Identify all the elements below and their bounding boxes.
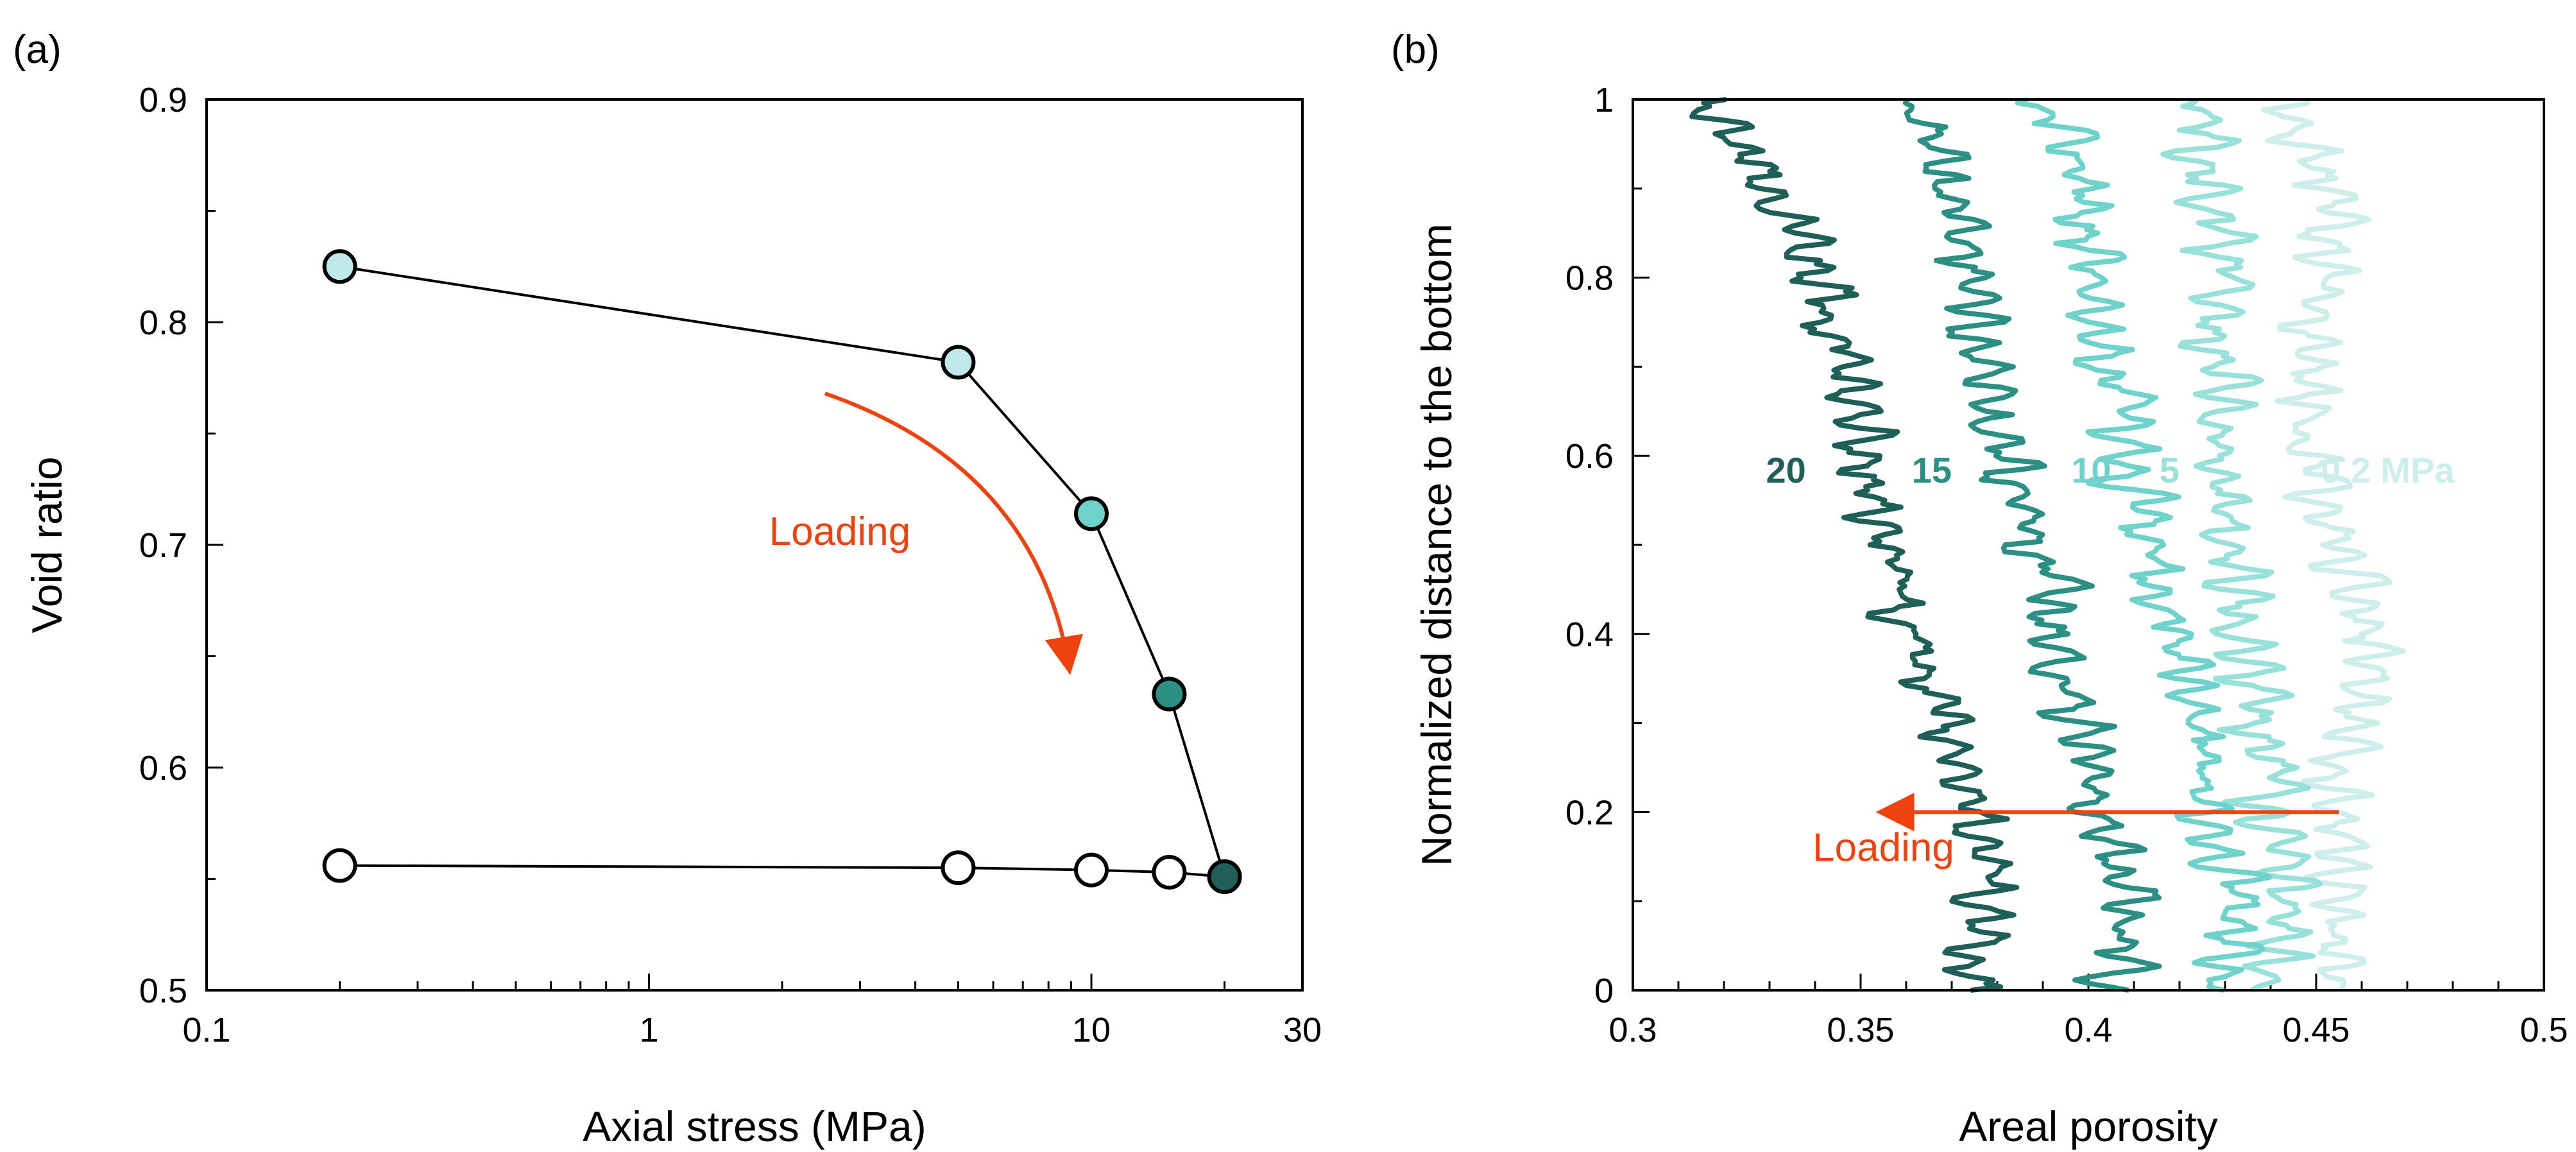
y-tick-label: 0.4: [1565, 615, 1614, 654]
panel-b-ylabel: Normalized distance to the bottom: [1413, 223, 1460, 866]
x-tick-label: 0.1: [182, 1011, 230, 1049]
y-tick-label: 0.9: [139, 81, 187, 119]
porosity-profile-0.2-mpa: [2261, 99, 2406, 992]
data-point: [322, 848, 357, 883]
y-tick-label: 0.5: [139, 972, 187, 1010]
loading-arrow: [824, 391, 1083, 675]
panel-a-xlabel: Axial stress (MPa): [583, 1103, 926, 1150]
data-point: [1152, 676, 1187, 712]
loading-annotation: Loading: [769, 510, 911, 554]
panel-a-frame: [205, 98, 1304, 992]
panel-a-ylabel: Void ratio: [23, 456, 71, 633]
y-tick-label: 1: [1594, 81, 1614, 119]
y-tick-label: 0.7: [139, 526, 187, 565]
series-label: 20: [1766, 450, 1806, 490]
x-tick-label: 0.45: [2282, 1011, 2350, 1049]
panel-a-label: (a): [13, 28, 62, 72]
y-tick-label: 0.8: [1565, 259, 1614, 298]
y-tick-label: 0: [1594, 972, 1614, 1010]
data-point: [941, 345, 976, 380]
x-tick-label: 0.5: [2520, 1011, 2568, 1049]
panel-a-plot: 0.1 1 10 30 0.5 0.6 0.7 0.8 0.9 Loading: [139, 81, 1322, 1049]
porosity-profile-10: [2015, 97, 2273, 993]
series-label: 5: [2160, 450, 2179, 490]
x-tick-label: 0.35: [1827, 1011, 1894, 1049]
x-tick-label: 10: [1072, 1011, 1111, 1049]
panel-b: (b) 0.3 0.35 0.4 0.45 0.5 0 0.2 0.4 0.6 0.8 1 20 15 1…: [1391, 28, 2568, 1150]
x-tick-label: 1: [639, 1011, 658, 1049]
x-tick-label: 0.4: [2064, 1011, 2112, 1049]
x-tick-label: 0.3: [1608, 1011, 1657, 1049]
series-label: 0.2 MPa: [2321, 450, 2455, 490]
y-tick-label: 0.6: [1565, 437, 1614, 476]
panel-b-xlabel: Areal porosity: [1959, 1103, 2218, 1150]
y-tick-label: 0.6: [139, 749, 187, 787]
y-tick-label: 0.8: [139, 304, 187, 342]
loading-annotation: Loading: [1813, 826, 1954, 870]
panel-b-plot: 0.3 0.35 0.4 0.45 0.5 0 0.2 0.4 0.6 0.8 1 20 15 10 5 0.…: [1565, 81, 2568, 1049]
y-tick-label: 0.2: [1565, 793, 1614, 832]
data-point: [941, 850, 976, 886]
series-label: 15: [1912, 450, 1952, 490]
series-line: [339, 265, 1226, 877]
panel-b-label: (b): [1391, 28, 1440, 72]
porosity-profile-5: [2160, 97, 2323, 993]
porosity-profile-20: [1689, 97, 2020, 993]
data-point: [1152, 855, 1187, 890]
series-label: 10: [2071, 450, 2111, 490]
data-point: [1207, 859, 1242, 895]
panel-a: (a) 0.1 1 10 30 0.5 0.6 0.7 0.8 0.9 Loading Axial…: [13, 28, 1322, 1150]
porosity-profile-15: [1902, 98, 2162, 993]
x-tick-label: 30: [1283, 1011, 1322, 1049]
data-point: [322, 249, 357, 284]
data-point: [1074, 496, 1109, 531]
data-point: [1074, 852, 1109, 888]
panel-b-frame: [1632, 98, 2545, 992]
